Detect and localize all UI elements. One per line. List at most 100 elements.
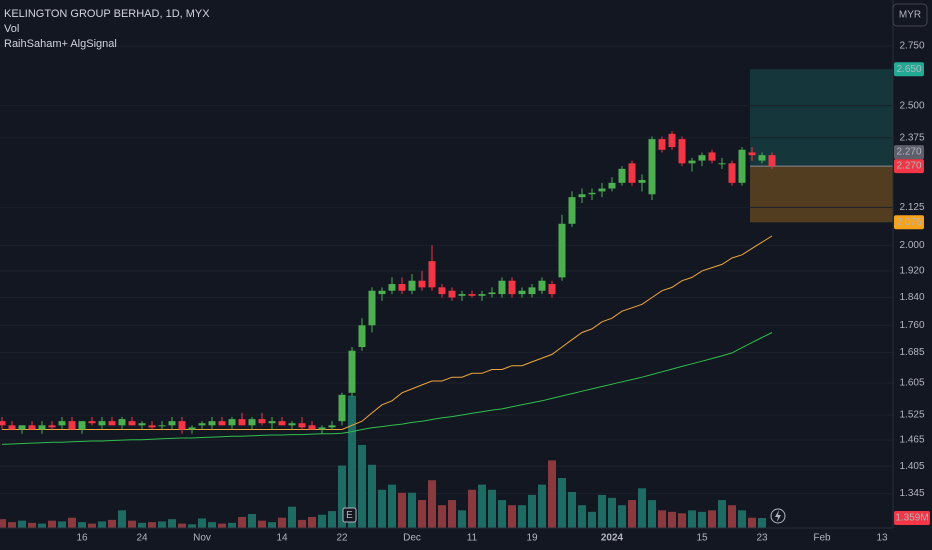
volume-bar <box>578 505 586 528</box>
candle-body <box>768 155 776 167</box>
volume-bar <box>738 510 746 528</box>
candle-body <box>568 197 576 224</box>
stop-zone <box>750 166 893 223</box>
candle-body <box>408 280 416 291</box>
volume-bar <box>388 484 396 528</box>
candle-body <box>398 284 406 291</box>
x-tick-label: Feb <box>813 533 831 544</box>
candle-body <box>708 152 716 161</box>
x-tick-label: Dec <box>403 533 421 544</box>
volume-bar <box>38 523 46 528</box>
y-tick-label: 1.685 <box>899 347 924 358</box>
volume-bar <box>418 500 426 528</box>
candle-body <box>628 163 636 183</box>
volume-bar <box>568 491 576 528</box>
candle-body <box>658 139 666 150</box>
volume-bar <box>298 519 306 528</box>
volume-bar <box>148 522 156 528</box>
volume-tag-label: 1.359M <box>895 513 928 524</box>
candle-body <box>698 155 706 161</box>
candle-body <box>258 419 266 424</box>
volume-bar <box>88 523 96 528</box>
volume-bar <box>68 517 76 528</box>
volume-bar <box>18 520 26 528</box>
volume-bar <box>458 510 466 528</box>
volume-bar <box>518 505 526 528</box>
candle-body <box>298 423 306 428</box>
candle-body <box>278 421 286 426</box>
candle-body <box>368 290 376 326</box>
candle-body <box>458 294 466 296</box>
volume-bar <box>748 517 756 528</box>
volume-bar <box>328 511 336 528</box>
volume-bar <box>208 522 216 528</box>
candle-body <box>168 421 176 426</box>
volume-bar <box>288 506 296 528</box>
candle-body <box>438 287 446 295</box>
y-tick-label: 1.605 <box>899 378 924 389</box>
x-tick-label: 2024 <box>601 533 624 544</box>
candle-body <box>208 421 216 426</box>
candle-body <box>448 290 456 298</box>
y-tick-label: 1.760 <box>899 320 924 331</box>
volume-bar <box>478 484 486 528</box>
volume-bar <box>98 521 106 528</box>
volume-bar <box>48 520 56 528</box>
volume-bar <box>678 513 686 528</box>
volume-bar <box>628 500 636 528</box>
candle-body <box>418 280 426 288</box>
candle-body <box>148 425 156 428</box>
volume-bar <box>138 522 146 528</box>
candle-body <box>428 261 436 288</box>
candle-body <box>478 294 486 296</box>
candle-body <box>618 168 626 183</box>
candle-body <box>648 139 656 195</box>
price-tag <box>894 215 924 230</box>
volume-bar <box>758 518 766 528</box>
volume-bar <box>228 522 236 528</box>
volume-bar <box>638 488 646 528</box>
price-tag-label: 2.075 <box>896 217 921 228</box>
y-tick-label: 1.405 <box>899 461 924 472</box>
candle-body <box>68 421 76 430</box>
price-tag-label: 2.270 <box>896 147 921 158</box>
x-tick-label: 11 <box>467 533 478 544</box>
candle-body <box>388 284 396 291</box>
candle-body <box>598 188 606 192</box>
volume-bar <box>558 478 566 528</box>
currency[interactable]: MYR <box>899 10 921 21</box>
volume-bar <box>428 480 436 528</box>
volume-bar <box>168 519 176 528</box>
candle-body <box>718 163 726 165</box>
candle-body <box>758 155 766 161</box>
volume-bar <box>728 505 736 528</box>
event-icon[interactable] <box>770 508 786 524</box>
volume-bar <box>118 510 126 528</box>
volume-bar <box>488 489 496 528</box>
candle-body <box>338 394 346 422</box>
earnings-marker: E <box>346 510 353 521</box>
volume-bar <box>368 464 376 528</box>
candle-body <box>268 421 276 424</box>
candle-body <box>78 421 86 430</box>
candle-body <box>488 292 496 295</box>
y-tick-label: 1.840 <box>899 292 924 303</box>
volume-bar <box>588 511 596 528</box>
currency-button[interactable] <box>892 3 928 27</box>
volume-bar <box>248 514 256 528</box>
volume-bar <box>348 395 356 528</box>
x-tick-label: 13 <box>876 533 888 544</box>
volume-bar <box>468 489 476 528</box>
candle-body <box>748 152 756 156</box>
plot <box>0 45 893 528</box>
candle-body <box>0 421 6 426</box>
candle-body <box>688 160 696 164</box>
volume-bar <box>688 510 696 528</box>
volume-bar <box>238 516 246 528</box>
candle-body <box>108 421 116 426</box>
candle-body <box>638 180 646 183</box>
volume-bar <box>198 518 206 528</box>
volume-bar <box>28 522 36 528</box>
candle-body <box>308 425 316 430</box>
x-tick-label: 19 <box>526 533 538 544</box>
